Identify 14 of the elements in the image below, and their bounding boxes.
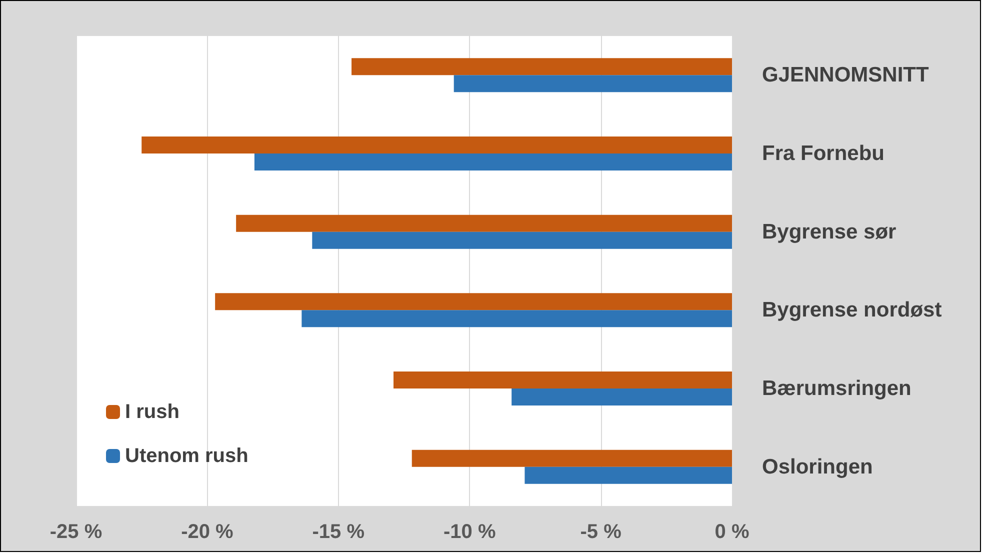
y-tick-label: Fra Fornebu [762,142,885,165]
x-tick-label: -15 % [312,521,365,543]
y-tick-label: Osloringen [762,455,873,478]
y-tick-label: GJENNOMSNITT [762,64,930,87]
x-tick-label: -10 % [443,521,496,543]
y-tick-label: Bærumsringen [762,377,912,400]
legend-label: I rush [125,401,180,423]
legend-label: Utenom rush [125,445,248,467]
y-tick-label: Bygrense sør [762,220,896,244]
y-tick-label: Bygrense nordøst [762,298,942,322]
x-tick-label: -5 % [580,521,622,543]
x-tick-label: -25 % [50,521,102,543]
x-tick-label: 0 % [714,521,750,543]
x-tick-label: -20 % [181,521,234,543]
